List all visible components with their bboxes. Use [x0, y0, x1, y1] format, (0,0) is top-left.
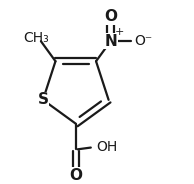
Text: O: O [104, 9, 117, 24]
Text: +: + [114, 27, 124, 37]
Text: OH: OH [96, 140, 117, 154]
Text: S: S [37, 92, 48, 107]
Text: O: O [69, 168, 82, 183]
Text: N: N [104, 34, 117, 49]
Text: O⁻: O⁻ [134, 34, 153, 48]
Text: CH₃: CH₃ [23, 31, 49, 45]
